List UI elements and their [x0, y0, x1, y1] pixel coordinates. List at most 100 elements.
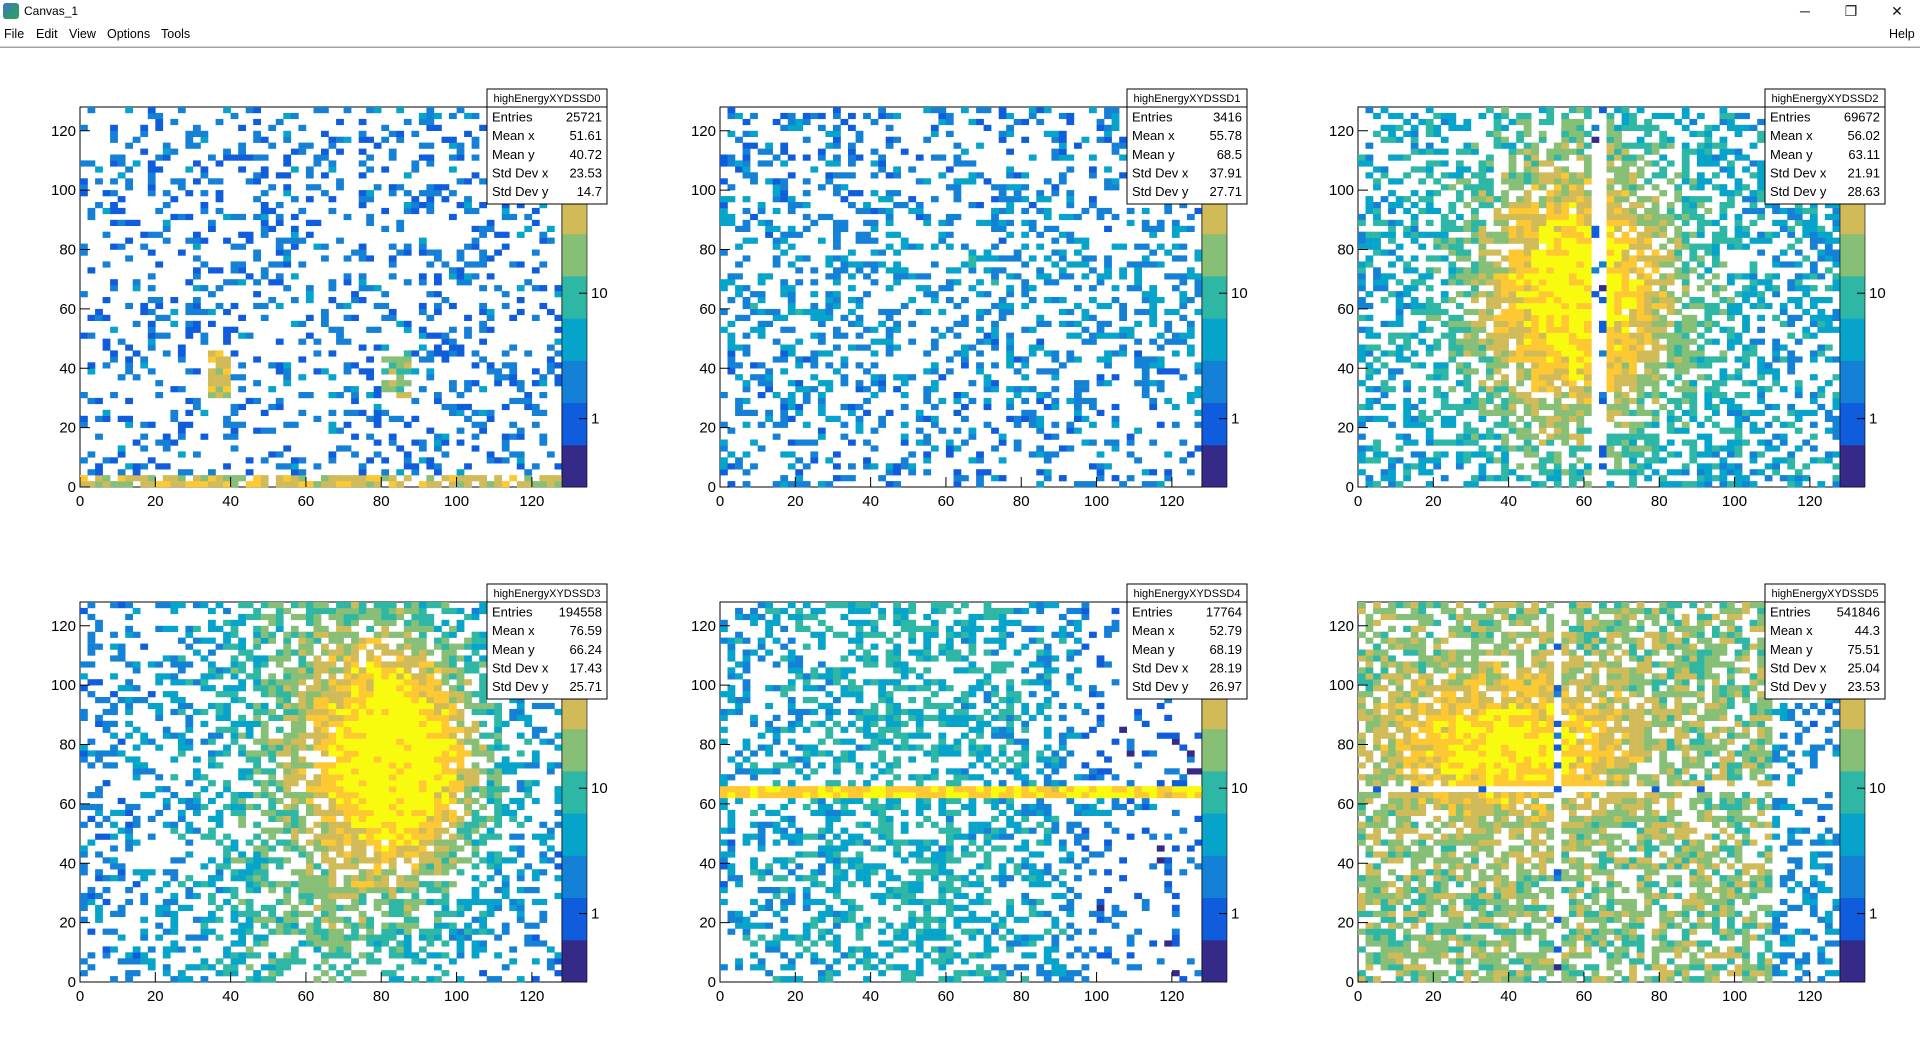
- histogram-bin: [208, 178, 216, 184]
- histogram-bin: [1689, 327, 1697, 333]
- histogram-bin: [185, 143, 193, 149]
- histogram-bin: [148, 232, 156, 238]
- histogram-bin: [185, 333, 193, 339]
- histogram-bin: [1411, 440, 1419, 446]
- histogram-panel-0[interactable]: 0204060801001200204060801001201102highEn…: [51, 89, 608, 510]
- histogram-bin: [1546, 232, 1554, 238]
- histogram-bin: [502, 374, 510, 380]
- histogram-bin: [1554, 279, 1562, 285]
- histogram-bin: [253, 303, 261, 309]
- histogram-bin: [1494, 113, 1502, 119]
- histogram-bin: [1644, 279, 1652, 285]
- histogram-bin: [1825, 315, 1833, 321]
- histogram-bin: [1531, 445, 1539, 451]
- histogram-bin: [201, 190, 209, 196]
- histogram-bin: [1584, 226, 1592, 232]
- histogram-panel-3[interactable]: 0204060801001200204060801001201102highEn…: [51, 584, 608, 1005]
- histogram-bin: [411, 440, 419, 446]
- histogram-bin: [765, 226, 773, 232]
- histogram-bin: [1195, 445, 1203, 451]
- histogram-bin: [1403, 475, 1411, 481]
- histogram-bin: [1486, 202, 1494, 208]
- histogram-bin: [735, 226, 743, 232]
- menu-options[interactable]: Options: [107, 27, 150, 41]
- histogram-bin: [810, 333, 818, 339]
- histogram-bin: [1448, 244, 1456, 250]
- minimize-button[interactable]: ─: [1782, 0, 1828, 22]
- histogram-bin: [1810, 285, 1818, 291]
- close-button[interactable]: ✕: [1874, 0, 1920, 22]
- histogram-bin: [555, 339, 563, 345]
- histogram-bin: [261, 214, 269, 220]
- histogram-bin: [1682, 160, 1690, 166]
- y-tick-label: 120: [1329, 123, 1354, 140]
- histogram-bin: [1006, 172, 1014, 178]
- maximize-button[interactable]: ❐: [1828, 0, 1874, 22]
- histogram-bin: [728, 350, 736, 356]
- histogram-bin: [991, 196, 999, 202]
- canvas-plots[interactable]: 0204060801001200204060801001201102highEn…: [0, 48, 1920, 1041]
- histogram-bin: [472, 410, 480, 416]
- histogram-bin: [1456, 350, 1464, 356]
- histogram-bin: [848, 410, 856, 416]
- histogram-bin: [1501, 362, 1509, 368]
- histogram-bin: [80, 416, 88, 422]
- menu-help[interactable]: Help: [1889, 27, 1915, 41]
- histogram-bin: [1366, 202, 1374, 208]
- histogram-bin: [1388, 178, 1396, 184]
- histogram-bin: [140, 422, 148, 428]
- histogram-bin: [1622, 297, 1630, 303]
- histogram-bin: [773, 261, 781, 267]
- histogram-bin: [125, 345, 133, 351]
- histogram-bin: [133, 220, 141, 226]
- histogram-bin: [1584, 250, 1592, 256]
- histogram-bin: [524, 226, 532, 232]
- histogram-bin: [863, 220, 871, 226]
- histogram-bin: [457, 202, 465, 208]
- histogram-bin: [1388, 374, 1396, 380]
- histogram-bin: [1689, 202, 1697, 208]
- histogram-bin: [261, 475, 269, 481]
- menu-file[interactable]: File: [4, 27, 24, 41]
- histogram-bin: [464, 481, 472, 487]
- menu-edit[interactable]: Edit: [36, 27, 58, 41]
- histogram-bin: [434, 398, 442, 404]
- x-tick-label: 80: [1651, 493, 1668, 510]
- histogram-bin: [1667, 208, 1675, 214]
- histogram-bin: [1772, 232, 1780, 238]
- histogram-bin: [1614, 315, 1622, 321]
- menu-tools[interactable]: Tools: [161, 27, 190, 41]
- histogram-bin: [1742, 125, 1750, 131]
- histogram-bin: [1036, 339, 1044, 345]
- histogram-bin: [1682, 143, 1690, 149]
- histogram-bin: [1825, 356, 1833, 362]
- histogram-bin: [201, 333, 209, 339]
- menu-view[interactable]: View: [69, 27, 96, 41]
- histogram-bin: [1712, 244, 1720, 250]
- histogram-bin: [848, 285, 856, 291]
- histogram-panel-2[interactable]: 0204060801001200204060801001201102highEn…: [1329, 89, 1886, 510]
- histogram-bin: [125, 481, 133, 487]
- histogram-bin: [419, 327, 427, 333]
- histogram-bin: [125, 255, 133, 261]
- histogram-bin: [419, 386, 427, 392]
- histogram-bin: [1479, 386, 1487, 392]
- histogram-bin: [1403, 333, 1411, 339]
- histogram-bin: [1825, 267, 1833, 273]
- histogram-bin: [1569, 451, 1577, 457]
- histogram-bin: [1584, 463, 1592, 469]
- histogram-bin: [863, 345, 871, 351]
- histogram-bin: [780, 232, 788, 238]
- root-canvas[interactable]: 0204060801001200204060801001201102highEn…: [0, 47, 1920, 1041]
- histogram-panel-1[interactable]: 0204060801001200204060801001201102highEn…: [691, 89, 1248, 510]
- histogram-bin: [426, 261, 434, 267]
- histogram-bin: [1735, 190, 1743, 196]
- histogram-bin: [359, 368, 367, 374]
- histogram-bin: [1509, 184, 1517, 190]
- histogram-bin: [1471, 339, 1479, 345]
- histogram-bin: [1569, 410, 1577, 416]
- histogram-bin: [780, 160, 788, 166]
